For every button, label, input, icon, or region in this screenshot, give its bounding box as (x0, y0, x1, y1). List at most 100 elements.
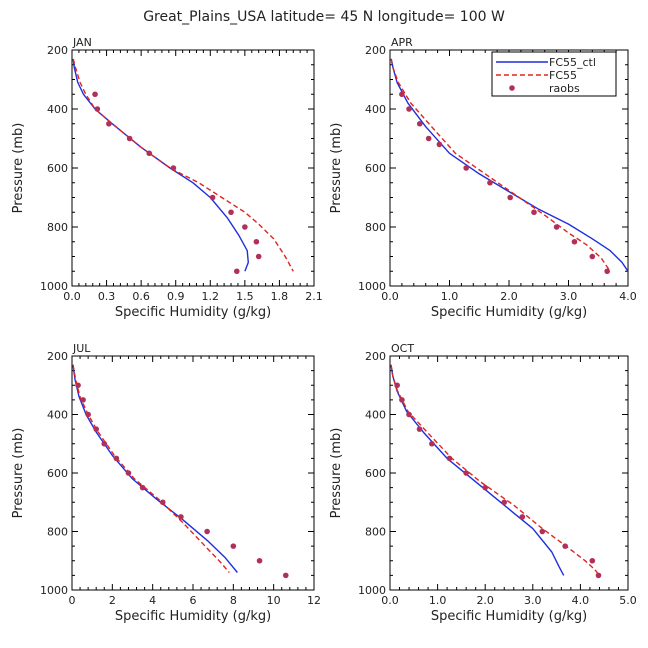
raobs-point (253, 238, 260, 245)
y-axis-label: Pressure (mb) (329, 428, 344, 519)
raobs-point (507, 194, 513, 201)
x-tick-label: 3.0 (560, 290, 578, 303)
x-tick-label: 12 (307, 594, 321, 607)
raobs-point (92, 91, 98, 98)
y-tick-label: 200 (365, 44, 386, 57)
x-tick-label: 10 (267, 594, 281, 607)
raobs-point (228, 209, 234, 216)
raobs-point (595, 572, 602, 579)
raobs-point (209, 194, 216, 201)
y-tick-label: 1000 (358, 584, 386, 597)
raobs-point (604, 268, 610, 275)
y-tick-label: 600 (47, 467, 68, 480)
raobs-point (562, 543, 568, 549)
raobs-point (487, 179, 493, 186)
raobs-point (553, 224, 560, 230)
y-tick-label: 600 (47, 162, 68, 175)
raobs-point (394, 382, 400, 389)
figure-title: Great_Plains_USA latitude= 45 N longitud… (143, 9, 505, 25)
x-axis-label: Specific Humidity (g/kg) (431, 609, 587, 624)
x-tick-label: 4.0 (572, 594, 590, 607)
panel-oct: OCT 0.0 1.0 2.0 3.0 4.0 5.0 200 400 600 800 1000 Spe… (329, 342, 637, 624)
plot-frame (71, 49, 315, 287)
raobs-point (589, 557, 596, 564)
raobs-point (539, 528, 546, 535)
y-tick-label: 600 (365, 162, 386, 175)
x-tick-label: 3.0 (524, 594, 542, 607)
raobs-point (75, 382, 81, 389)
x-tick-label: 4 (149, 594, 156, 607)
y-tick-label: 1000 (40, 280, 68, 293)
y-tick-label: 800 (365, 526, 386, 539)
x-tick-label: 2 (109, 594, 116, 607)
raobs-point (178, 514, 184, 520)
raobs-point (204, 528, 210, 535)
x-axis-label: Specific Humidity (g/kg) (431, 305, 587, 320)
x-tick-label: 2.0 (476, 594, 494, 607)
x-tick-label: 1.8 (271, 290, 289, 303)
raobs-point (463, 165, 469, 171)
raobs-point (106, 120, 112, 127)
x-tick-label: 0.9 (167, 290, 185, 303)
y-tick-label: 400 (47, 409, 68, 422)
raobs-point (446, 455, 453, 462)
raobs-point (85, 411, 91, 418)
y-axis-label: Pressure (mb) (11, 428, 26, 519)
x-tick-label: 1.5 (236, 290, 254, 303)
plot-area (72, 364, 289, 579)
raobs-point (429, 440, 435, 447)
series-line-fc55-ctl (390, 58, 628, 272)
legend-label: FC55 (549, 69, 577, 82)
raobs-point (416, 120, 423, 127)
x-tick-label: 5.0 (619, 594, 637, 607)
y-tick-label: 400 (365, 409, 386, 422)
series-line-fc55-ctl (72, 364, 238, 573)
raobs-point (531, 209, 537, 216)
raobs-point (416, 426, 423, 432)
raobs-point (113, 455, 120, 462)
y-tick-label: 200 (47, 44, 68, 57)
raobs-point (230, 543, 237, 549)
x-tick-label: 1.0 (441, 290, 459, 303)
y-tick-label: 800 (365, 221, 386, 234)
legend-label: FC55_ctl (549, 56, 596, 69)
y-tick-label: 200 (47, 350, 68, 363)
x-axis-label: Specific Humidity (g/kg) (115, 305, 271, 320)
y-axis-label: Pressure (mb) (11, 123, 26, 214)
raobs-point (125, 470, 132, 476)
y-tick-label: 800 (47, 221, 68, 234)
x-tick-label: 0.3 (98, 290, 116, 303)
raobs-point (482, 484, 489, 491)
x-tick-label: 6 (190, 594, 197, 607)
raobs-point (170, 165, 177, 171)
legend-label: raobs (549, 82, 580, 95)
series-line-fc55-ctl (72, 58, 250, 272)
raobs-point (571, 238, 578, 245)
raobs-point (436, 141, 443, 148)
x-axis-label: Specific Humidity (g/kg) (115, 609, 271, 624)
x-tick-label: 0 (69, 594, 76, 607)
raobs-point (589, 253, 596, 260)
raobs-point (399, 397, 405, 403)
raobs-point (406, 411, 412, 418)
raobs-point (159, 499, 166, 506)
x-tick-label: 0.0 (381, 594, 399, 607)
raobs-point (139, 484, 146, 491)
panel-jul: JUL 0 2 4 6 8 10 12 200 400 600 800 1000 Specific Hum… (11, 342, 321, 624)
raobs-point (233, 268, 240, 275)
x-tick-label: 1.2 (202, 290, 220, 303)
raobs-point (93, 426, 99, 432)
raobs-point (255, 253, 262, 260)
panels: JAN 0.0 0.3 0.6 0.9 1.2 1.5 1.8 2.1 200 400 600 800 1… (11, 36, 637, 624)
series-line-fc55-ctl (390, 364, 565, 576)
panel-title: APR (391, 36, 413, 49)
panel-title: OCT (391, 342, 414, 355)
x-tick-label: 2.1 (305, 290, 323, 303)
series-line-fc55 (72, 58, 294, 272)
raobs-point (146, 150, 153, 157)
x-tick-label: 0.0 (63, 290, 81, 303)
x-tick-label: 2.0 (500, 290, 518, 303)
x-tick-label: 1.0 (429, 594, 447, 607)
